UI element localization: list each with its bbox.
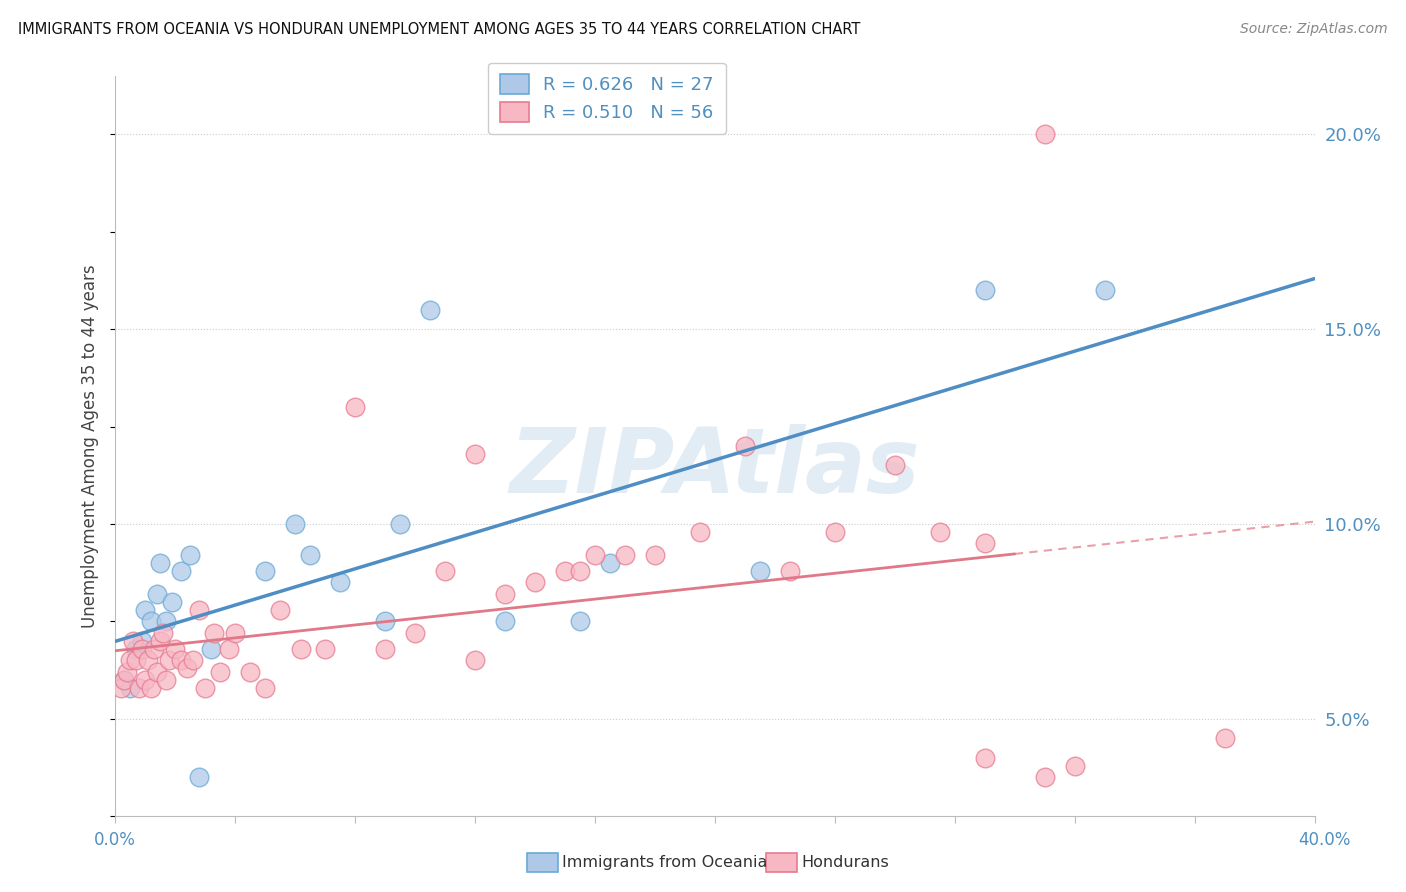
- Point: [344, 400, 367, 414]
- Point: [569, 615, 592, 629]
- Text: 40.0%: 40.0%: [1298, 831, 1351, 849]
- Point: [194, 681, 217, 695]
- Legend: R = 0.626   N = 27, R = 0.510   N = 56: R = 0.626 N = 27, R = 0.510 N = 56: [488, 62, 725, 134]
- Point: [117, 665, 139, 679]
- Point: [176, 661, 198, 675]
- Point: [569, 564, 592, 578]
- Point: [188, 602, 211, 616]
- Point: [299, 548, 322, 562]
- Point: [200, 641, 222, 656]
- Point: [290, 641, 312, 656]
- Point: [583, 548, 606, 562]
- Point: [554, 564, 576, 578]
- Point: [973, 536, 995, 550]
- Point: [464, 447, 486, 461]
- Point: [824, 524, 846, 539]
- Point: [181, 653, 204, 667]
- Point: [141, 681, 163, 695]
- Point: [973, 750, 995, 764]
- Point: [374, 615, 396, 629]
- Point: [131, 633, 153, 648]
- Point: [269, 602, 291, 616]
- Point: [779, 564, 801, 578]
- Point: [152, 626, 174, 640]
- Point: [1213, 731, 1236, 746]
- Point: [599, 556, 621, 570]
- Point: [284, 516, 307, 531]
- Point: [170, 653, 193, 667]
- Point: [209, 665, 232, 679]
- Point: [188, 770, 211, 784]
- Point: [120, 653, 142, 667]
- Text: Immigrants from Oceania: Immigrants from Oceania: [562, 855, 768, 870]
- Point: [146, 587, 169, 601]
- Point: [155, 615, 177, 629]
- Point: [146, 665, 169, 679]
- Text: Hondurans: Hondurans: [801, 855, 889, 870]
- Point: [404, 626, 426, 640]
- Point: [748, 564, 770, 578]
- Point: [157, 653, 180, 667]
- Point: [614, 548, 637, 562]
- Point: [125, 653, 148, 667]
- Point: [170, 564, 193, 578]
- Point: [524, 575, 547, 590]
- Point: [112, 673, 135, 687]
- Point: [131, 641, 153, 656]
- Point: [202, 626, 225, 640]
- Point: [239, 665, 262, 679]
- Point: [254, 681, 277, 695]
- Point: [224, 626, 246, 640]
- Point: [112, 673, 135, 687]
- Point: [883, 458, 905, 473]
- Point: [162, 595, 184, 609]
- Point: [1033, 128, 1056, 142]
- Point: [1033, 770, 1056, 784]
- Text: 0.0%: 0.0%: [94, 831, 136, 849]
- Text: Source: ZipAtlas.com: Source: ZipAtlas.com: [1240, 22, 1388, 37]
- Point: [973, 283, 995, 297]
- Point: [374, 641, 396, 656]
- Point: [134, 602, 156, 616]
- Point: [134, 673, 156, 687]
- Point: [149, 556, 172, 570]
- Point: [136, 653, 159, 667]
- Point: [494, 615, 516, 629]
- Point: [120, 681, 142, 695]
- Text: ZIPAtlas: ZIPAtlas: [509, 425, 921, 512]
- Point: [149, 633, 172, 648]
- Point: [110, 681, 132, 695]
- Point: [644, 548, 666, 562]
- Point: [254, 564, 277, 578]
- Point: [122, 633, 145, 648]
- Point: [155, 673, 177, 687]
- Point: [218, 641, 240, 656]
- Point: [389, 516, 412, 531]
- Point: [179, 548, 201, 562]
- Point: [1063, 758, 1085, 772]
- Point: [143, 641, 166, 656]
- Point: [928, 524, 950, 539]
- Point: [314, 641, 336, 656]
- Point: [125, 641, 148, 656]
- Point: [464, 653, 486, 667]
- Point: [689, 524, 711, 539]
- Point: [128, 681, 150, 695]
- Y-axis label: Unemployment Among Ages 35 to 44 years: Unemployment Among Ages 35 to 44 years: [82, 264, 100, 628]
- Point: [1094, 283, 1116, 297]
- Point: [734, 439, 756, 453]
- Point: [165, 641, 187, 656]
- Text: IMMIGRANTS FROM OCEANIA VS HONDURAN UNEMPLOYMENT AMONG AGES 35 TO 44 YEARS CORRE: IMMIGRANTS FROM OCEANIA VS HONDURAN UNEM…: [18, 22, 860, 37]
- Point: [329, 575, 352, 590]
- Point: [141, 615, 163, 629]
- Point: [494, 587, 516, 601]
- Point: [434, 564, 457, 578]
- Point: [419, 302, 441, 317]
